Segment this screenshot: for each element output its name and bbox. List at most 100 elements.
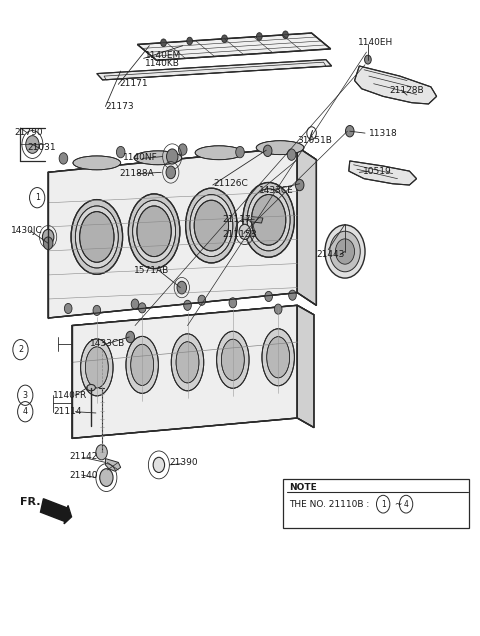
Ellipse shape xyxy=(81,339,113,396)
Ellipse shape xyxy=(262,329,294,386)
Circle shape xyxy=(161,39,167,46)
Text: 1433CB: 1433CB xyxy=(90,339,125,348)
Text: 21171: 21171 xyxy=(119,80,148,88)
Circle shape xyxy=(288,290,296,300)
Circle shape xyxy=(222,35,228,43)
Text: 21173: 21173 xyxy=(106,102,134,111)
Ellipse shape xyxy=(131,344,154,385)
Circle shape xyxy=(256,32,262,40)
Ellipse shape xyxy=(75,206,118,268)
Ellipse shape xyxy=(267,336,289,378)
Ellipse shape xyxy=(243,183,294,257)
Circle shape xyxy=(346,125,354,137)
Ellipse shape xyxy=(252,195,286,245)
Circle shape xyxy=(283,31,288,39)
Polygon shape xyxy=(137,33,331,60)
Ellipse shape xyxy=(216,331,249,389)
Polygon shape xyxy=(349,161,417,185)
Text: 11318: 11318 xyxy=(369,128,397,137)
Polygon shape xyxy=(97,60,332,80)
Polygon shape xyxy=(72,305,314,335)
Text: 1430JC: 1430JC xyxy=(11,226,43,235)
Circle shape xyxy=(153,457,165,473)
Circle shape xyxy=(166,166,176,179)
Ellipse shape xyxy=(194,200,228,251)
Ellipse shape xyxy=(80,212,114,262)
Ellipse shape xyxy=(128,194,180,268)
Circle shape xyxy=(187,38,192,45)
Polygon shape xyxy=(297,147,316,305)
Circle shape xyxy=(131,299,139,309)
Circle shape xyxy=(364,55,371,64)
Text: 21790: 21790 xyxy=(15,128,43,137)
Ellipse shape xyxy=(171,334,204,391)
Ellipse shape xyxy=(85,347,108,388)
Text: 1: 1 xyxy=(381,500,385,509)
Text: 4: 4 xyxy=(23,407,28,416)
Text: 21031: 21031 xyxy=(28,143,56,152)
Circle shape xyxy=(184,300,192,310)
Text: 21117: 21117 xyxy=(222,215,251,224)
Polygon shape xyxy=(106,459,120,471)
Ellipse shape xyxy=(247,189,290,251)
Circle shape xyxy=(59,153,68,164)
Text: 1433CE: 1433CE xyxy=(259,186,294,195)
Circle shape xyxy=(42,230,54,245)
Circle shape xyxy=(330,232,360,272)
Circle shape xyxy=(93,305,101,315)
Ellipse shape xyxy=(126,336,158,393)
Circle shape xyxy=(43,237,53,249)
Circle shape xyxy=(167,149,178,164)
Text: 1140NF: 1140NF xyxy=(123,153,158,162)
Ellipse shape xyxy=(256,141,304,155)
Ellipse shape xyxy=(221,339,244,380)
Text: 21115B: 21115B xyxy=(222,230,257,239)
Ellipse shape xyxy=(134,151,182,165)
FancyBboxPatch shape xyxy=(283,479,469,529)
Circle shape xyxy=(126,331,134,343)
Circle shape xyxy=(239,225,251,240)
Polygon shape xyxy=(355,66,437,104)
Polygon shape xyxy=(251,217,263,223)
Circle shape xyxy=(64,303,72,314)
Polygon shape xyxy=(72,305,297,438)
Text: 21188A: 21188A xyxy=(120,169,155,178)
Text: 1140EM: 1140EM xyxy=(144,51,181,60)
Ellipse shape xyxy=(137,206,171,256)
Text: 31051B: 31051B xyxy=(297,136,332,145)
Circle shape xyxy=(236,146,244,158)
Text: 21443: 21443 xyxy=(316,250,345,259)
Circle shape xyxy=(264,145,272,156)
Ellipse shape xyxy=(190,195,233,256)
Circle shape xyxy=(265,291,273,301)
Ellipse shape xyxy=(186,188,237,263)
Circle shape xyxy=(336,239,355,264)
Text: 2: 2 xyxy=(18,345,23,354)
Polygon shape xyxy=(48,147,297,318)
Ellipse shape xyxy=(195,146,243,160)
Circle shape xyxy=(177,281,187,294)
Circle shape xyxy=(96,445,108,460)
Ellipse shape xyxy=(87,385,96,391)
Text: ~: ~ xyxy=(392,500,405,509)
Ellipse shape xyxy=(71,200,122,274)
Circle shape xyxy=(100,469,113,487)
Circle shape xyxy=(116,146,125,158)
Polygon shape xyxy=(297,305,314,427)
Ellipse shape xyxy=(73,156,120,170)
Text: 3: 3 xyxy=(23,391,28,400)
Text: 21390: 21390 xyxy=(169,458,198,467)
Circle shape xyxy=(198,295,205,305)
Ellipse shape xyxy=(176,342,199,383)
Text: 1571AB: 1571AB xyxy=(134,266,169,275)
Text: NOTE: NOTE xyxy=(288,483,316,492)
Text: 4: 4 xyxy=(404,500,408,509)
Text: THE NO. 21110B :: THE NO. 21110B : xyxy=(288,500,372,509)
Text: 21142: 21142 xyxy=(69,452,97,460)
Circle shape xyxy=(295,179,304,191)
Polygon shape xyxy=(48,147,316,185)
Text: 1140KB: 1140KB xyxy=(144,59,180,68)
Text: 21126C: 21126C xyxy=(214,179,249,188)
FancyArrow shape xyxy=(40,499,72,524)
Circle shape xyxy=(229,298,237,308)
